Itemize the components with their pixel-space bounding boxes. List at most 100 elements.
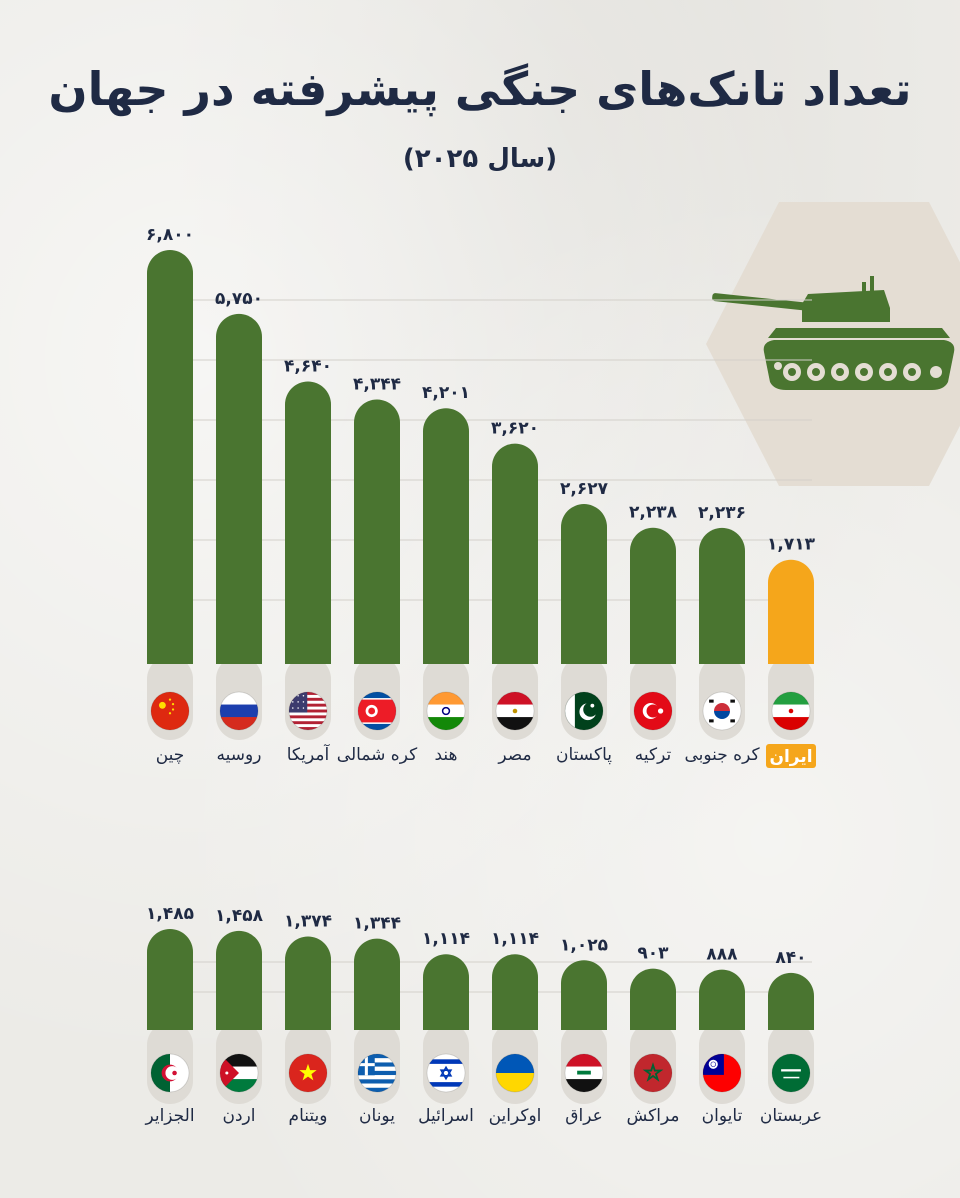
flag-ring	[288, 691, 328, 731]
tick-label: عراق	[565, 1106, 602, 1126]
tick-label: کره شمالی	[337, 745, 418, 765]
bar-group: ۳,۶۲۰ مصر	[491, 419, 539, 765]
data-label: ۱,۷۱۳	[767, 535, 816, 555]
flag-ring	[150, 691, 190, 731]
north-korea-flag-icon	[358, 692, 396, 730]
israel-flag-icon	[427, 1054, 465, 1092]
bar	[147, 250, 193, 664]
flag-ring	[357, 691, 397, 731]
tick-label: مصر	[497, 745, 531, 765]
flag-ring	[150, 1053, 190, 1093]
data-label: ۸۸۸	[706, 945, 738, 965]
data-label: ۱,۱۱۴	[491, 929, 539, 949]
data-label: ۱,۱۱۴	[422, 929, 470, 949]
bar	[354, 938, 400, 1030]
data-label: ۴,۲۰۱	[422, 383, 470, 403]
data-label: ۸۴۰	[775, 948, 806, 968]
turkey-flag-icon	[634, 692, 672, 730]
flag-ring	[219, 691, 259, 731]
data-label: ۱,۳۷۴	[284, 912, 332, 932]
iran-flag-icon	[772, 692, 810, 730]
flag-ring	[702, 1053, 742, 1093]
highlight-badge	[766, 744, 816, 768]
russia-flag-icon	[220, 692, 258, 730]
bar-group: ۱,۷۱۳ ایران	[766, 535, 816, 768]
india-flag-icon	[427, 692, 465, 730]
tick-label: ایران	[769, 747, 812, 767]
data-label: ۲,۶۲۷	[560, 479, 609, 499]
bar-group: ۱,۱۱۴ اوکراین	[489, 929, 542, 1126]
bar-group: ۱,۳۴۴ یونان	[353, 914, 401, 1126]
bar-group: ۱,۳۷۴ ویتنام	[284, 912, 332, 1126]
data-label: ۹۰۳	[637, 944, 669, 964]
tick-label: چین	[156, 745, 185, 765]
flag-ring	[564, 691, 604, 731]
bar	[216, 930, 262, 1030]
flag-ring	[219, 1053, 259, 1093]
ukraine-flag-icon	[496, 1054, 534, 1092]
bar	[285, 381, 331, 664]
data-label: ۱,۳۴۴	[353, 914, 401, 934]
bar	[492, 954, 538, 1030]
jordan-flag-icon	[220, 1054, 258, 1092]
algeria-flag-icon	[151, 1054, 189, 1092]
tick-label: کره جنوبی	[684, 745, 760, 765]
bar-group: ۵,۷۵۰ روسیه	[215, 289, 263, 765]
flag-ring	[357, 1053, 397, 1093]
data-label: ۴,۳۴۴	[353, 375, 401, 395]
data-label: ۲,۲۳۸	[629, 503, 678, 523]
flag-ring	[771, 1053, 811, 1093]
flag-ring	[495, 1053, 535, 1093]
south-korea-flag-icon	[703, 692, 741, 730]
bar-group: ۴,۳۴۴ کره شمالی	[337, 375, 418, 765]
vietnam-flag-icon	[289, 1054, 327, 1092]
bar	[423, 954, 469, 1030]
tick-label: مراکش	[627, 1106, 680, 1126]
iraq-flag-icon	[565, 1054, 603, 1092]
tick-label: الجزایر	[144, 1106, 194, 1126]
bar	[768, 559, 814, 664]
panel-top: ۶,۸۰۰ چین ۵,۷۵۰ روسیه ۴,۶۴۰ آمریکا ۴,۳۴۴ کره شم…	[146, 225, 816, 768]
bar-group: ۱,۱۱۴ اسرائیل	[418, 929, 474, 1126]
flag-ring	[426, 1053, 466, 1093]
bar	[768, 972, 814, 1030]
bar	[561, 960, 607, 1030]
bar-group: ۴,۲۰۱ هند	[422, 383, 470, 765]
tick-label: اردن	[223, 1106, 256, 1126]
flag-ring	[633, 1053, 673, 1093]
bar-group: ۸۸۸ تایوان	[699, 945, 745, 1126]
bar-group: ۴,۶۴۰ آمریکا	[284, 357, 332, 765]
tank-icon	[712, 276, 955, 390]
flag-ring	[771, 691, 811, 731]
tick-label: اوکراین	[489, 1106, 542, 1126]
tick-label: آمریکا	[287, 743, 331, 765]
page-subtitle: (سال ۲۰۲۵)	[402, 144, 558, 174]
flag-ring	[564, 1053, 604, 1093]
pakistan-flag-icon	[565, 692, 603, 730]
tick-label: اسرائیل	[418, 1106, 474, 1126]
bar-group: ۸۴۰ عربستان	[760, 948, 822, 1126]
data-label: ۱,۰۲۵	[560, 935, 608, 955]
bar	[561, 504, 607, 664]
saudi-arabia-flag-icon	[772, 1054, 810, 1092]
tick-label: پاکستان	[556, 745, 612, 765]
bar-group: ۹۰۳ مراکش	[627, 944, 680, 1126]
bar	[699, 527, 745, 664]
hexagon-shape	[706, 202, 960, 486]
data-label: ۴,۶۴۰	[284, 357, 332, 377]
data-label: ۶,۸۰۰	[146, 225, 194, 245]
flag-ring	[426, 691, 466, 731]
bar	[492, 443, 538, 664]
flag-ring	[288, 1053, 328, 1093]
bar	[285, 936, 331, 1030]
tick-label: تایوان	[702, 1106, 743, 1126]
tank-badge	[704, 196, 960, 492]
bar	[630, 968, 676, 1030]
bar-group: ۲,۲۳۶ کره جنوبی	[684, 503, 760, 765]
bar-group: ۲,۶۲۷ پاکستان	[556, 479, 612, 765]
bar-group: ۱,۰۲۵ عراق	[560, 935, 608, 1126]
bar	[699, 969, 745, 1030]
tick-label: هند	[434, 745, 457, 765]
